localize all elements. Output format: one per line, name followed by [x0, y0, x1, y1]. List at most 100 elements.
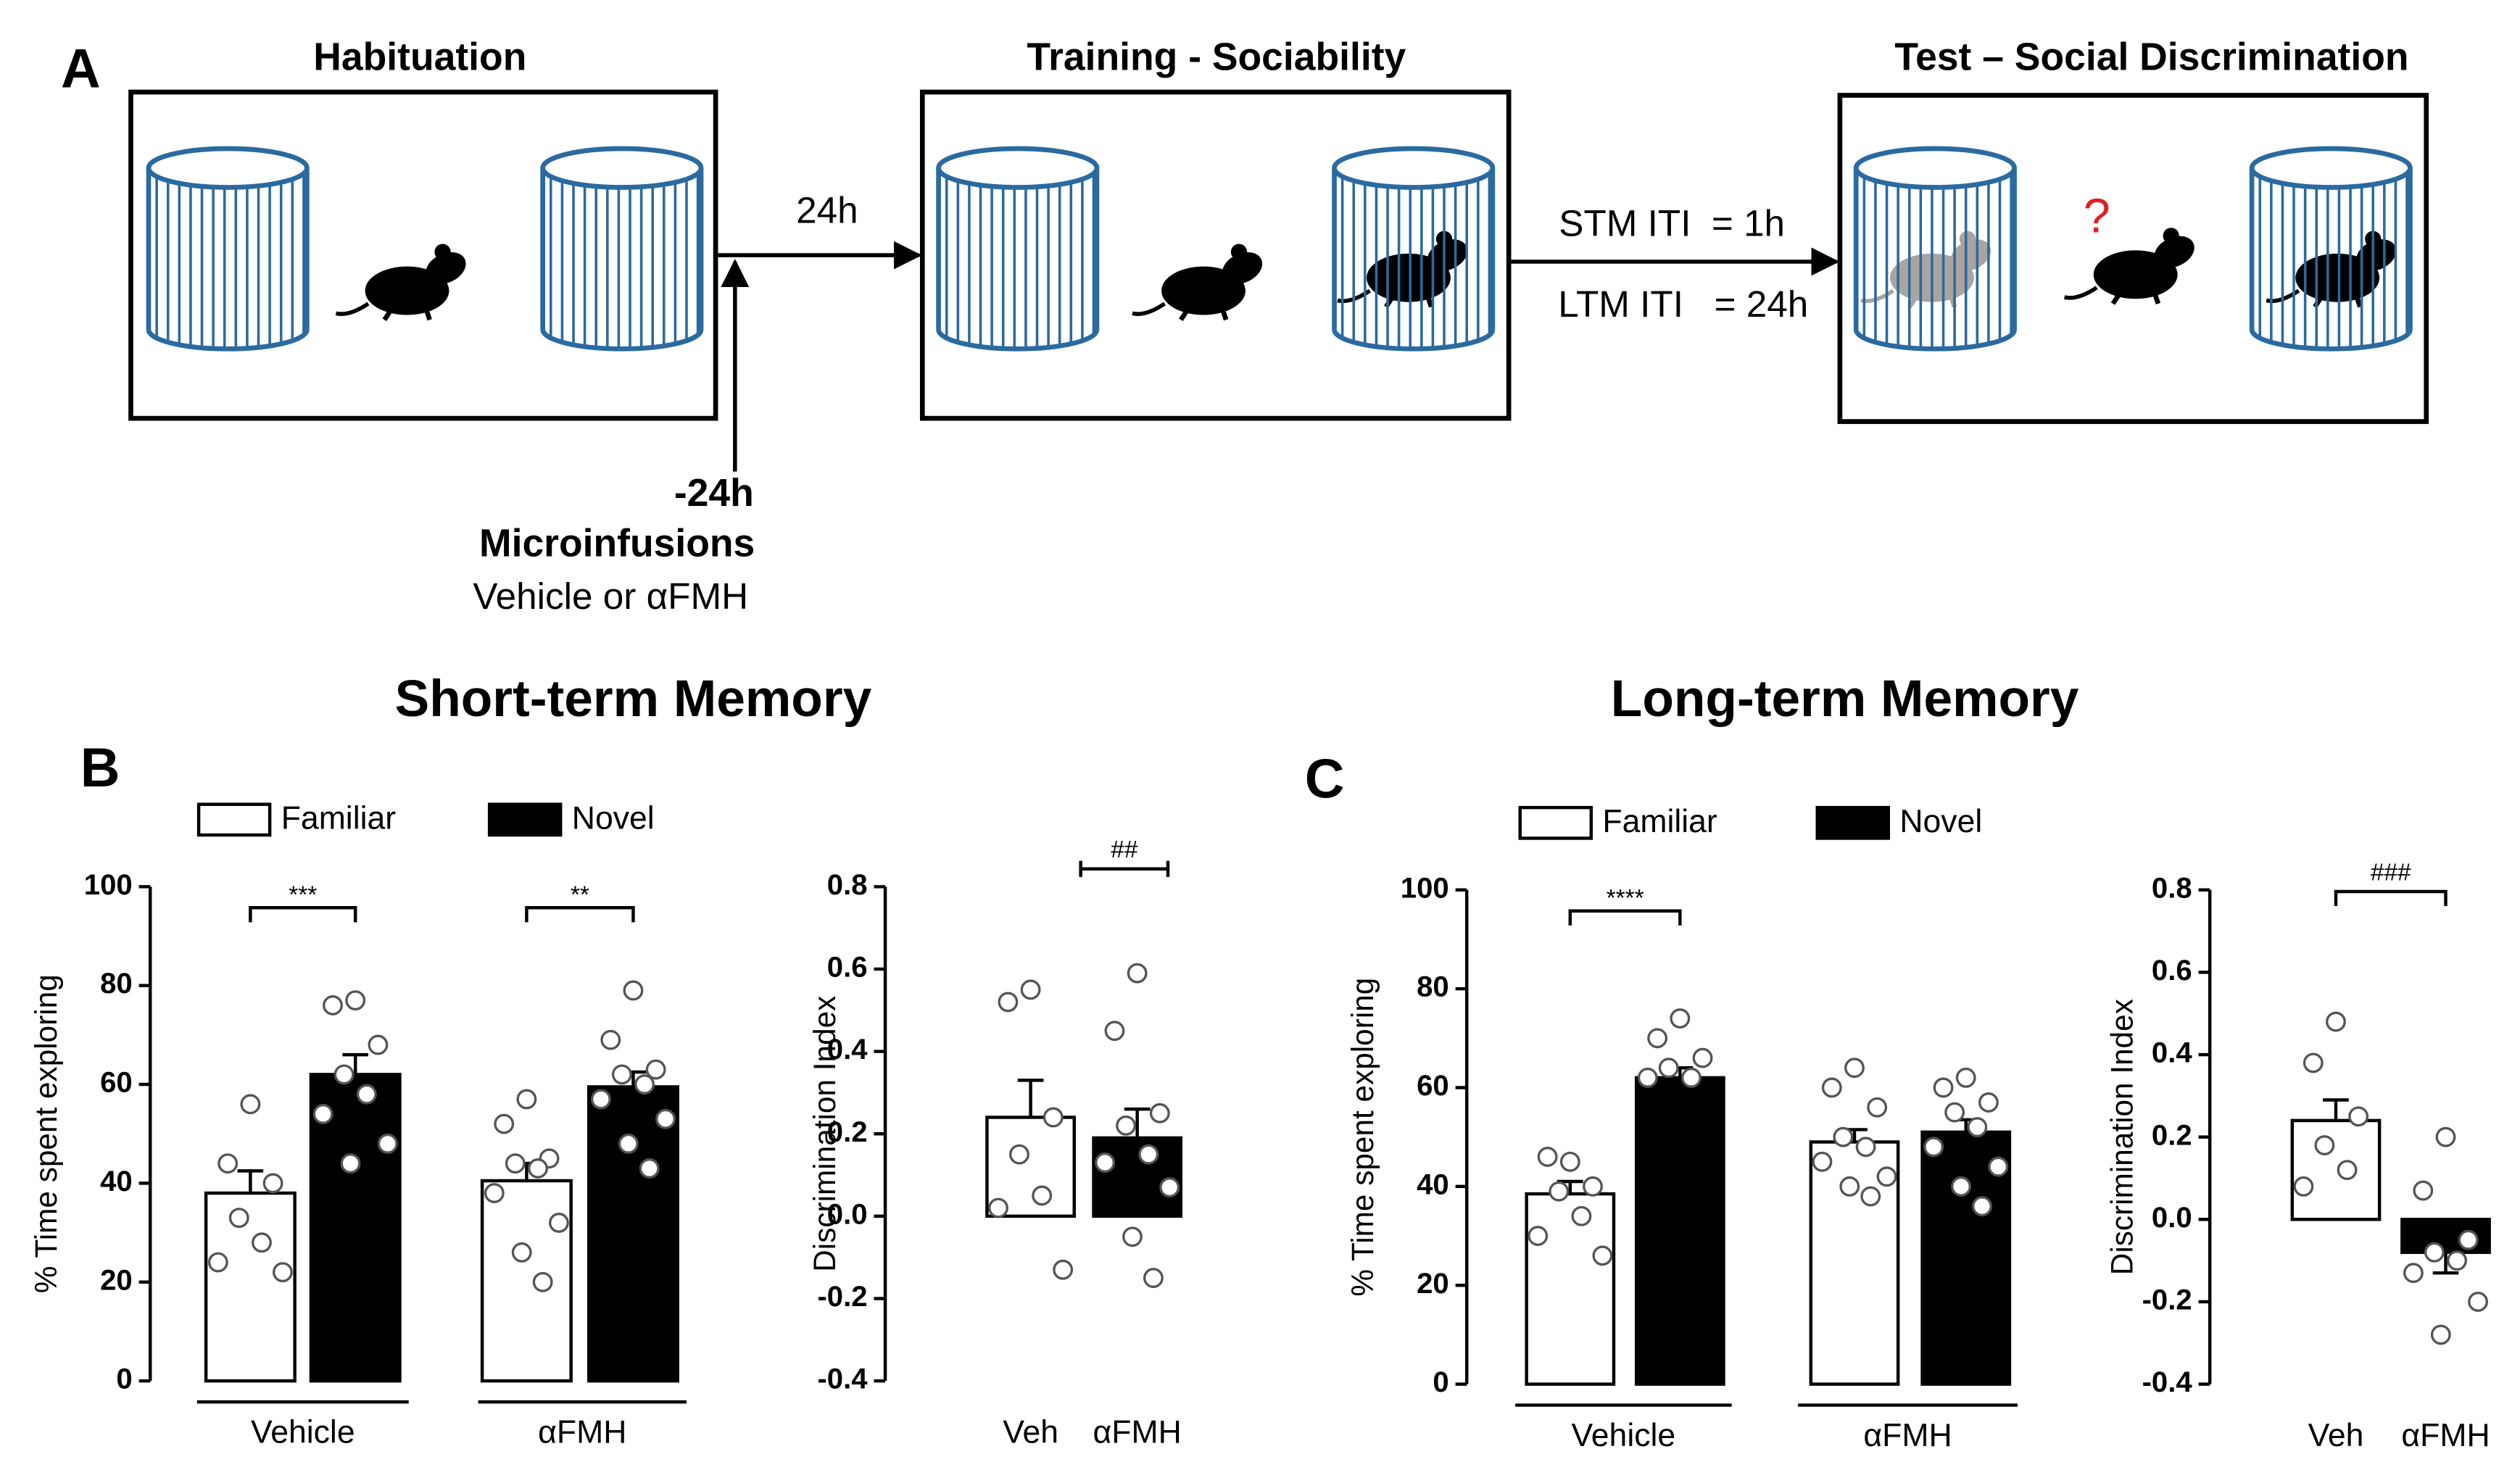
- data-point: [1104, 1021, 1125, 1042]
- data-point: [1571, 1205, 1592, 1226]
- question-mark: ?: [2084, 189, 2110, 244]
- data-point: [1833, 1126, 1854, 1147]
- data-point: [356, 1084, 377, 1105]
- cylinder-rim: [540, 146, 704, 190]
- data-point: [1549, 1181, 1570, 1202]
- data-point: [516, 1089, 537, 1110]
- data-point: [1967, 1117, 1988, 1137]
- y-tick-label: 60: [100, 1067, 133, 1099]
- bar: [1525, 1192, 1616, 1386]
- x-tick-label: Vehicle: [1572, 1418, 1676, 1453]
- bar: [480, 1179, 573, 1383]
- cylinder-base: [540, 329, 704, 352]
- data-point: [590, 1089, 611, 1110]
- cylinder: [1332, 146, 1496, 352]
- data-point: [611, 1064, 632, 1085]
- data-point: [532, 1271, 553, 1292]
- stage-title: Habituation: [313, 36, 526, 79]
- section-title: Long-term Memory: [1611, 670, 2079, 728]
- y-tick-label: 0.2: [2152, 1119, 2192, 1151]
- mouse-ear: [1230, 244, 1248, 260]
- data-point: [1944, 1102, 1965, 1123]
- significance-label: ***: [289, 881, 317, 908]
- legend-label: Familiar: [1602, 804, 1717, 839]
- data-point: [207, 1252, 228, 1273]
- infusion-title: Microinfusions: [479, 522, 755, 565]
- data-point: [1972, 1196, 1992, 1217]
- panel-label: B: [80, 737, 120, 799]
- y-tick-label: -0.4: [2142, 1366, 2193, 1398]
- cylinder-base: [1332, 329, 1496, 352]
- data-point: [2293, 1176, 2314, 1197]
- data-point: [1020, 979, 1041, 1000]
- mouse-head: [1222, 252, 1263, 284]
- data-point: [1537, 1147, 1558, 1167]
- data-point: [1159, 1177, 1180, 1198]
- y-tick-label: -0.2: [2142, 1284, 2192, 1316]
- data-point: [1127, 963, 1148, 984]
- x-tick-label: Vehicle: [251, 1414, 355, 1450]
- stage-title: Test – Social Discrimination: [1894, 36, 2408, 79]
- mouse-head: [1950, 239, 1991, 271]
- data-point: [1876, 1166, 1897, 1187]
- data-point: [988, 1197, 1008, 1218]
- data-point: [262, 1173, 283, 1194]
- data-point: [312, 1104, 333, 1124]
- data-point: [1812, 1151, 1833, 1172]
- cylinder: [936, 146, 1100, 352]
- panel-label: A: [61, 38, 101, 99]
- bar: [1092, 1136, 1183, 1218]
- infusion-time: -24h: [674, 472, 754, 515]
- mouse-feet: [2110, 292, 2161, 305]
- cylinder-rim: [2249, 146, 2413, 190]
- y-tick-label: -0.4: [817, 1363, 868, 1395]
- mouse: [1860, 230, 1991, 309]
- significance-bracket: [249, 906, 357, 923]
- legend-swatch: [1518, 805, 1593, 840]
- data-point: [2337, 1160, 2358, 1181]
- mouse-ear: [434, 244, 451, 260]
- y-tick-label: 100: [1401, 872, 1449, 904]
- data-point: [1043, 1107, 1064, 1128]
- y-tick-label: 40: [1417, 1168, 1449, 1200]
- y-tick-label: 0.0: [827, 1198, 868, 1230]
- data-point: [1855, 1137, 1876, 1158]
- data-point: [1009, 1144, 1029, 1165]
- arena: [1837, 93, 2429, 424]
- legend-label: Familiar: [281, 801, 397, 836]
- y-tick-label: 0: [116, 1363, 132, 1395]
- significance-bracket: [525, 906, 635, 923]
- data-point: [252, 1232, 272, 1253]
- y-tick-label: 60: [1417, 1070, 1449, 1102]
- legend-swatch: [487, 802, 563, 837]
- x-tick-label: Veh: [1003, 1414, 1058, 1450]
- y-tick-label: 20: [1417, 1268, 1449, 1300]
- data-point: [618, 1133, 639, 1154]
- y-tick-label: -0.2: [817, 1281, 867, 1313]
- data-point: [484, 1183, 505, 1203]
- mouse-head: [2154, 236, 2194, 268]
- data-point: [377, 1133, 398, 1154]
- data-point: [240, 1094, 261, 1115]
- data-point: [323, 995, 343, 1015]
- data-point: [505, 1153, 526, 1174]
- y-tick-label: 80: [100, 968, 133, 1000]
- data-point: [1923, 1137, 1944, 1158]
- mouse-ear: [2163, 228, 2179, 244]
- arena: [919, 89, 1512, 421]
- data-point: [1032, 1185, 1053, 1206]
- iti-label: STM ITI = 1h: [1559, 202, 1785, 244]
- section-title: Short-term Memory: [395, 670, 872, 728]
- data-point: [2413, 1180, 2434, 1201]
- cylinder-rim: [1853, 146, 2017, 190]
- y-tick-label: 0.8: [827, 869, 868, 901]
- data-point: [1860, 1186, 1881, 1207]
- y-axis-label: Discrimination Index: [808, 996, 842, 1272]
- data-point: [1658, 1058, 1679, 1079]
- cylinder: [2249, 146, 2413, 352]
- interval-label: 24h: [796, 190, 858, 231]
- data-point: [1122, 1226, 1143, 1247]
- cylinder: [1853, 146, 2017, 352]
- data-point: [2468, 1292, 2488, 1312]
